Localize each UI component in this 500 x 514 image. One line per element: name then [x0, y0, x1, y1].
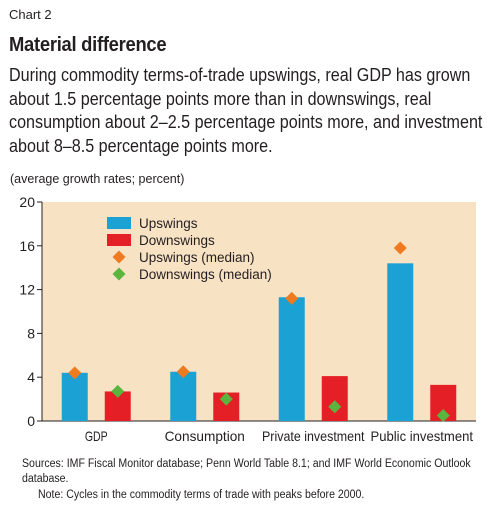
- x-tick-label-public-investment: Public investment: [371, 428, 474, 444]
- bar-upswings-private-investment: [279, 297, 305, 421]
- chart-number-label: Chart 2: [9, 7, 52, 22]
- legend-swatch-downswings: [107, 234, 131, 246]
- legend-label-downswings: Downswings: [139, 233, 215, 248]
- y-tick-label-16: 16: [19, 238, 35, 254]
- y-tick-label-12: 12: [19, 282, 35, 298]
- bar-upswings-public-investment: [387, 263, 413, 421]
- bar-downswings-private-investment: [322, 376, 348, 421]
- x-tick-label-consumption: Consumption: [165, 428, 245, 444]
- footnote: Note: Cycles in the commodity terms of t…: [38, 489, 364, 501]
- y-tick-label-20: 20: [19, 194, 35, 210]
- x-tick-label-private-investment: Private investment: [262, 428, 365, 444]
- bar-chart: 0 4 8 12 16 20 GDP Consumption Private investmen…: [0, 190, 500, 450]
- legend-label-downswings-median: Downswings (median): [139, 267, 272, 282]
- y-tick-label-8: 8: [27, 325, 35, 341]
- y-tick-label-4: 4: [27, 369, 35, 385]
- legend-swatch-upswings: [107, 217, 131, 229]
- y-axis-units-label: (average growth rates; percent): [10, 172, 184, 186]
- sources-note: Sources: IMF Fiscal Monitor database; Pe…: [22, 457, 482, 487]
- y-tick-label-0: 0: [27, 413, 35, 429]
- legend-label-upswings-median: Upswings (median): [139, 250, 255, 265]
- chart-subtitle: During commodity terms-of-trade upswings…: [9, 64, 493, 158]
- bar-upswings-consumption: [170, 372, 196, 421]
- legend-label-upswings: Upswings: [139, 216, 198, 231]
- chart-title: Material difference: [9, 34, 166, 57]
- x-tick-label-gdp: GDP: [85, 428, 108, 444]
- bar-upswings-gdp: [62, 373, 88, 421]
